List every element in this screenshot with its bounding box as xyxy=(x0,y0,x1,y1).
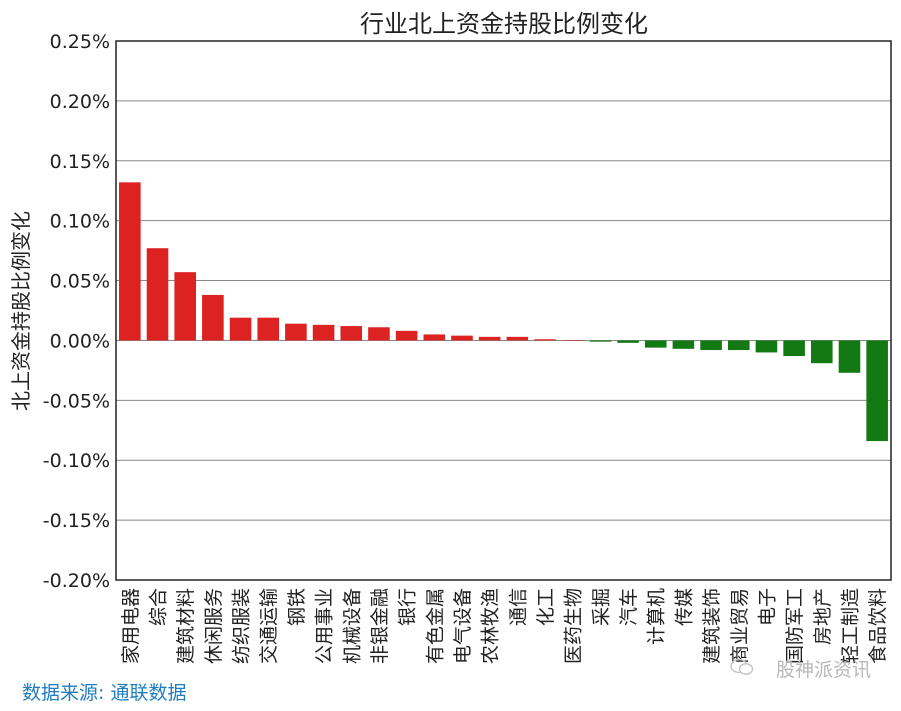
x-tick-label: 传媒 xyxy=(673,588,695,626)
bar xyxy=(202,294,224,341)
bar xyxy=(229,317,252,341)
y-axis-label: 北上资金持股比例变化 xyxy=(9,211,33,411)
x-tick-label: 综合 xyxy=(148,588,170,626)
bar xyxy=(838,340,861,373)
bars xyxy=(119,182,888,442)
y-tick-label: -0.20% xyxy=(43,570,110,592)
x-tick-label: 农林牧渔 xyxy=(480,588,502,664)
x-tick-label: 银行 xyxy=(397,588,419,626)
x-tick-label: 非银金融 xyxy=(369,588,391,664)
x-tick-label: 建筑装饰 xyxy=(701,588,723,664)
x-tick-label: 电气设备 xyxy=(452,588,474,664)
y-tick-label: 0.25% xyxy=(50,31,110,53)
bar xyxy=(727,340,750,351)
x-tick-label: 有色金属 xyxy=(424,588,446,664)
watermark: 股神派资讯 xyxy=(775,659,871,681)
x-tick-label: 化工 xyxy=(535,588,557,626)
bar xyxy=(285,323,307,341)
gridlines xyxy=(116,40,891,581)
x-tick-label: 通信 xyxy=(507,588,529,626)
y-tick-label: 0.10% xyxy=(50,211,110,233)
x-tick-label: 房地产 xyxy=(812,588,834,645)
bar xyxy=(866,340,888,442)
x-tick-label: 建筑材料 xyxy=(175,588,197,664)
y-tick-labels: 0.25% 0.20% 0.15% 0.10% 0.05% 0.00% -0.05% -0.1… xyxy=(43,31,110,592)
bar xyxy=(451,335,473,341)
y-tick-label: 0.20% xyxy=(50,91,110,113)
plot-frame xyxy=(115,40,892,581)
y-tick-label: 0.05% xyxy=(50,271,110,293)
x-tick-label: 商业贸易 xyxy=(729,588,751,664)
x-tick-label: 汽车 xyxy=(618,588,640,626)
bar xyxy=(700,340,722,351)
bar xyxy=(644,340,667,348)
bar xyxy=(672,340,695,349)
y-tick-label: 0.00% xyxy=(50,330,110,352)
bar xyxy=(423,334,446,341)
x-tick-label: 交通运输 xyxy=(258,588,280,664)
bar xyxy=(340,326,363,341)
bar xyxy=(506,336,529,341)
bar xyxy=(534,339,556,341)
x-tick-label: 计算机 xyxy=(646,588,668,645)
bar xyxy=(617,340,639,343)
x-tick-label: 国防军工 xyxy=(784,588,806,664)
y-tick-label: -0.05% xyxy=(43,390,110,412)
x-tick-label: 钢铁 xyxy=(286,588,308,626)
x-tick-label: 电子 xyxy=(756,588,778,626)
x-tick-label: 公用事业 xyxy=(314,588,336,664)
bar xyxy=(478,336,501,341)
bar xyxy=(174,272,196,341)
source-note: 数据来源: 通联数据 xyxy=(22,682,187,704)
bar xyxy=(755,340,778,353)
x-tick-label: 家用电器 xyxy=(120,588,142,664)
x-tick-label: 休闲服务 xyxy=(203,588,225,664)
x-tick-label: 轻工制造 xyxy=(839,588,861,664)
chart-title: 行业北上资金持股比例变化 xyxy=(360,10,648,38)
wechat-icon xyxy=(730,658,754,675)
bar xyxy=(783,340,805,357)
bar xyxy=(589,340,612,342)
bar xyxy=(395,330,418,341)
bar xyxy=(368,327,390,341)
bar xyxy=(561,340,584,341)
bar xyxy=(146,248,169,341)
y-tick-label: -0.10% xyxy=(43,450,110,472)
x-tick-label: 纺织服装 xyxy=(231,588,253,664)
y-tick-label: 0.15% xyxy=(50,151,110,173)
x-tick-labels: 家用电器 综合 建筑材料 休闲服务 纺织服装 交通运输 钢铁 公用事业 机械设备 非银金融 银行 有色… xyxy=(120,588,889,664)
x-tick-label: 机械设备 xyxy=(341,588,363,664)
bar xyxy=(257,317,280,341)
x-tick-label: 采掘 xyxy=(590,588,612,626)
x-tick-label: 食品饮料 xyxy=(867,588,889,664)
bar xyxy=(811,340,833,364)
x-tick-label: 医药生物 xyxy=(563,588,585,664)
bar xyxy=(119,182,141,341)
y-tick-label: -0.15% xyxy=(43,510,110,532)
bar xyxy=(312,324,335,341)
